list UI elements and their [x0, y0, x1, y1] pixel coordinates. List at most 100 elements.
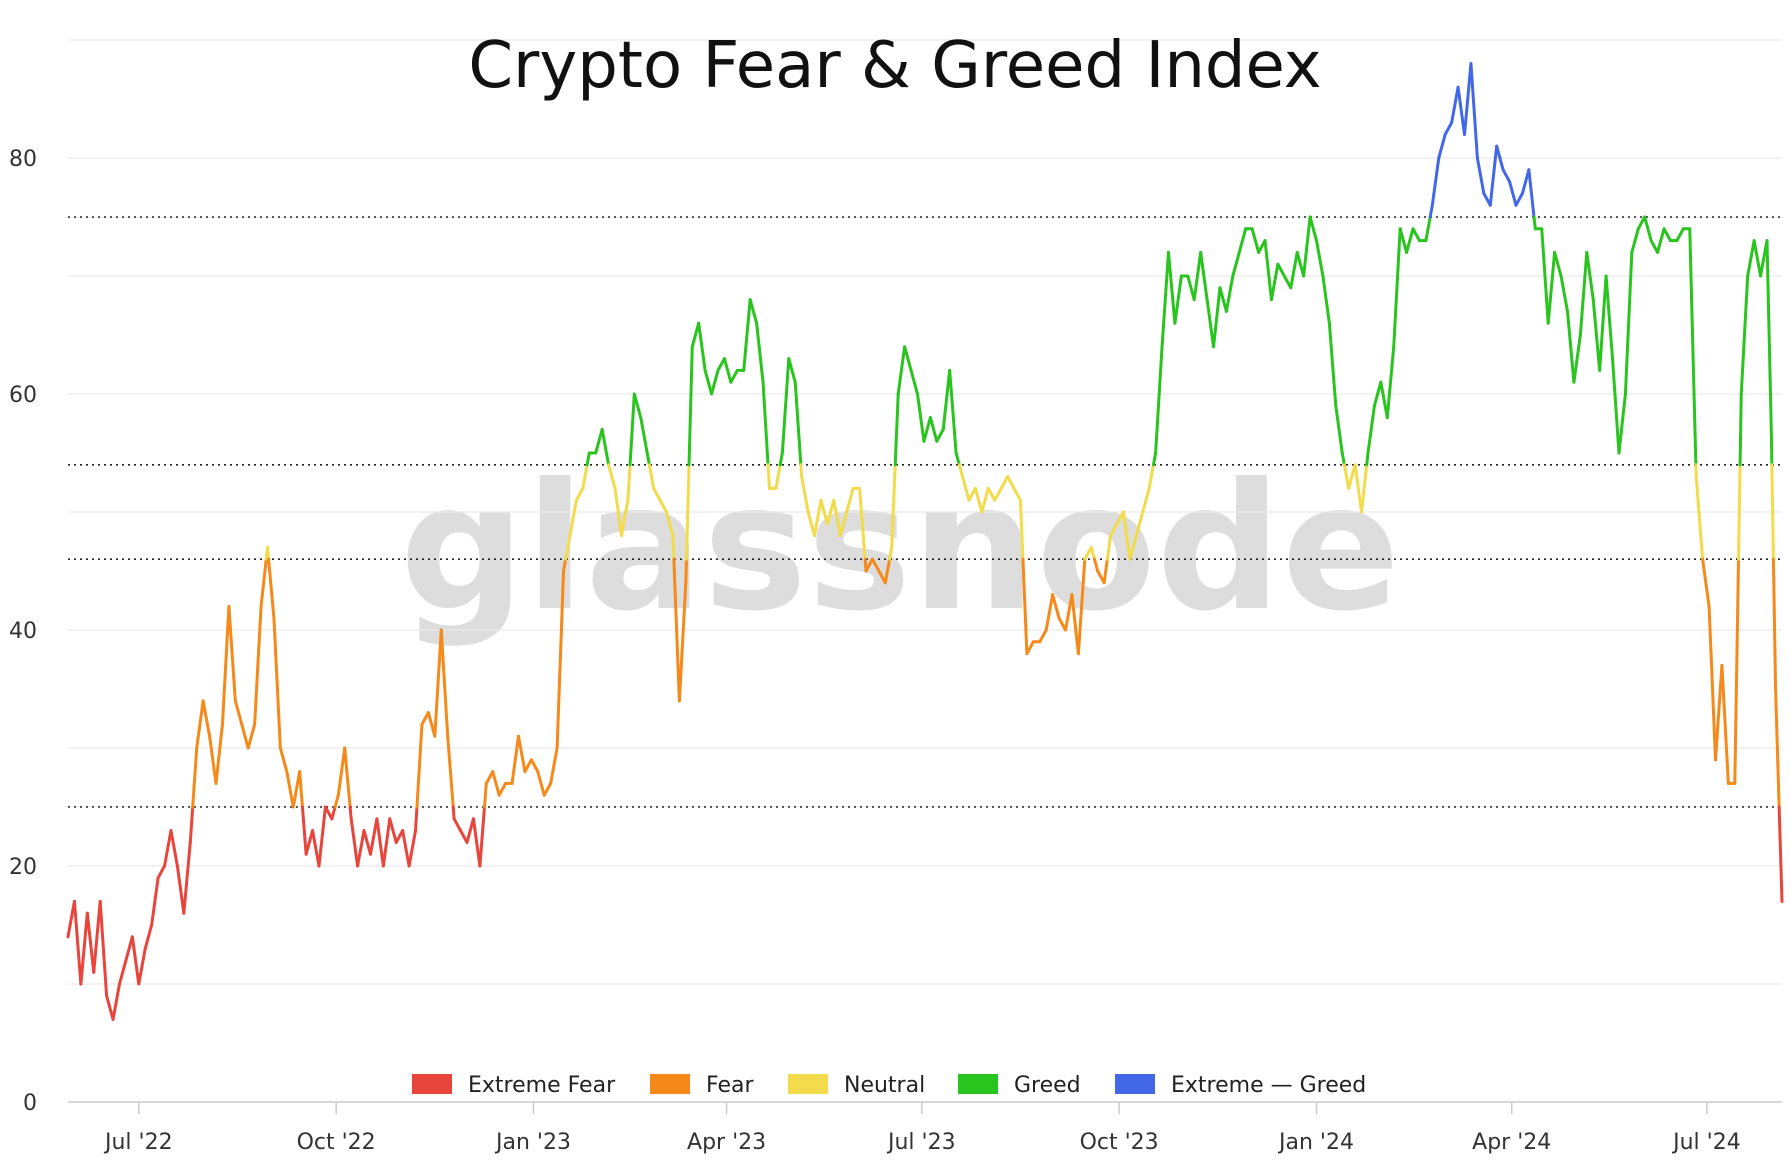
line-segment [1128, 534, 1138, 561]
line-segment [1771, 557, 1778, 691]
line-segment [291, 770, 302, 809]
line-segment [1231, 250, 1241, 278]
line-segment [1092, 557, 1100, 573]
line-segment [1263, 239, 1273, 302]
line-segment [883, 557, 892, 585]
line-segment [864, 557, 874, 573]
line-segment [1186, 274, 1196, 302]
line-segment [1021, 557, 1029, 656]
line-segment [585, 451, 591, 467]
line-segment [806, 510, 817, 538]
line-segment [348, 805, 353, 821]
line-segment [478, 805, 486, 868]
line-segment [1713, 663, 1724, 762]
line-segment [1617, 392, 1627, 455]
line-segment [888, 545, 894, 561]
line-segment [1733, 557, 1741, 785]
line-segment [333, 793, 340, 809]
legend-swatch [412, 1074, 452, 1094]
line-segment [774, 463, 782, 490]
line-segment [671, 534, 676, 561]
line-segment [1353, 463, 1364, 514]
line-segment [240, 722, 250, 750]
line-segment [446, 734, 455, 809]
line-segment [330, 805, 337, 821]
line-segment [742, 298, 752, 372]
line-segment [967, 486, 977, 502]
index-line [66, 62, 1784, 1021]
line-segment [1405, 227, 1415, 254]
legend-label: Extreme Fear [468, 1073, 616, 1098]
line-segment [1424, 215, 1432, 243]
line-segment [1701, 557, 1711, 608]
line-segment [1675, 227, 1685, 243]
line-segment [677, 581, 688, 703]
line-segment [253, 604, 263, 726]
line-segment [1611, 357, 1621, 455]
line-segment [375, 817, 385, 868]
line-segment [1237, 227, 1248, 254]
line-segment [1777, 805, 1784, 903]
line-segment [214, 722, 224, 785]
line-segment [336, 746, 347, 797]
y-tick-label: 40 [9, 619, 37, 644]
x-tick-label: Jan '24 [1277, 1130, 1354, 1155]
line-segment [870, 557, 881, 573]
line-segment [915, 392, 926, 443]
line-segment [1649, 239, 1660, 254]
line-segment [574, 486, 585, 502]
line-segment [195, 699, 205, 750]
line-segment [188, 805, 195, 844]
line-segment [581, 463, 589, 490]
line-segment [647, 463, 656, 490]
line-segment [1463, 62, 1473, 136]
line-segment [1044, 593, 1055, 632]
line-segment [85, 911, 96, 974]
line-segment [1765, 239, 1773, 431]
line-segment [690, 321, 701, 349]
x-tick-label: Jul '22 [103, 1130, 173, 1155]
line-segment [362, 829, 372, 856]
line-segment [645, 451, 651, 467]
line-segment [523, 758, 533, 774]
line-segment [1662, 227, 1672, 243]
line-segment [1469, 62, 1479, 160]
line-segment [465, 817, 475, 844]
line-segment [1707, 604, 1717, 762]
line-segment [105, 994, 115, 1021]
line-segment [298, 770, 304, 809]
line-segment [652, 486, 662, 502]
line-segment [1488, 144, 1499, 207]
line-segment [957, 463, 965, 479]
line-segment [562, 557, 568, 573]
line-segment [491, 770, 501, 797]
line-segment [628, 392, 636, 467]
line-segment [482, 781, 488, 809]
line-segment [1752, 239, 1763, 278]
line-segment [672, 557, 681, 703]
line-segment [451, 805, 456, 821]
line-segment [1578, 250, 1589, 337]
line-segment [716, 357, 726, 372]
line-segment [1739, 274, 1750, 396]
chart-title: Crypto Fear & Greed Index [468, 29, 1321, 103]
line-segment [1102, 557, 1109, 585]
line-segment [285, 770, 295, 809]
line-segment [1769, 427, 1774, 467]
line-segment [710, 368, 720, 396]
line-segment [407, 829, 418, 868]
line-segment [1565, 309, 1576, 384]
line-segment [169, 829, 179, 868]
line-segment [1604, 274, 1615, 361]
line-segment [471, 817, 482, 868]
line-segment [748, 298, 759, 325]
line-segment [564, 534, 572, 561]
line-segment [191, 746, 199, 809]
threshold-lines [68, 216, 1782, 808]
line-segment [1532, 215, 1537, 231]
line-segment [896, 345, 907, 396]
line-segment [150, 876, 160, 927]
line-segment [536, 770, 546, 797]
line-segment [1192, 250, 1203, 302]
line-segment [626, 463, 632, 502]
